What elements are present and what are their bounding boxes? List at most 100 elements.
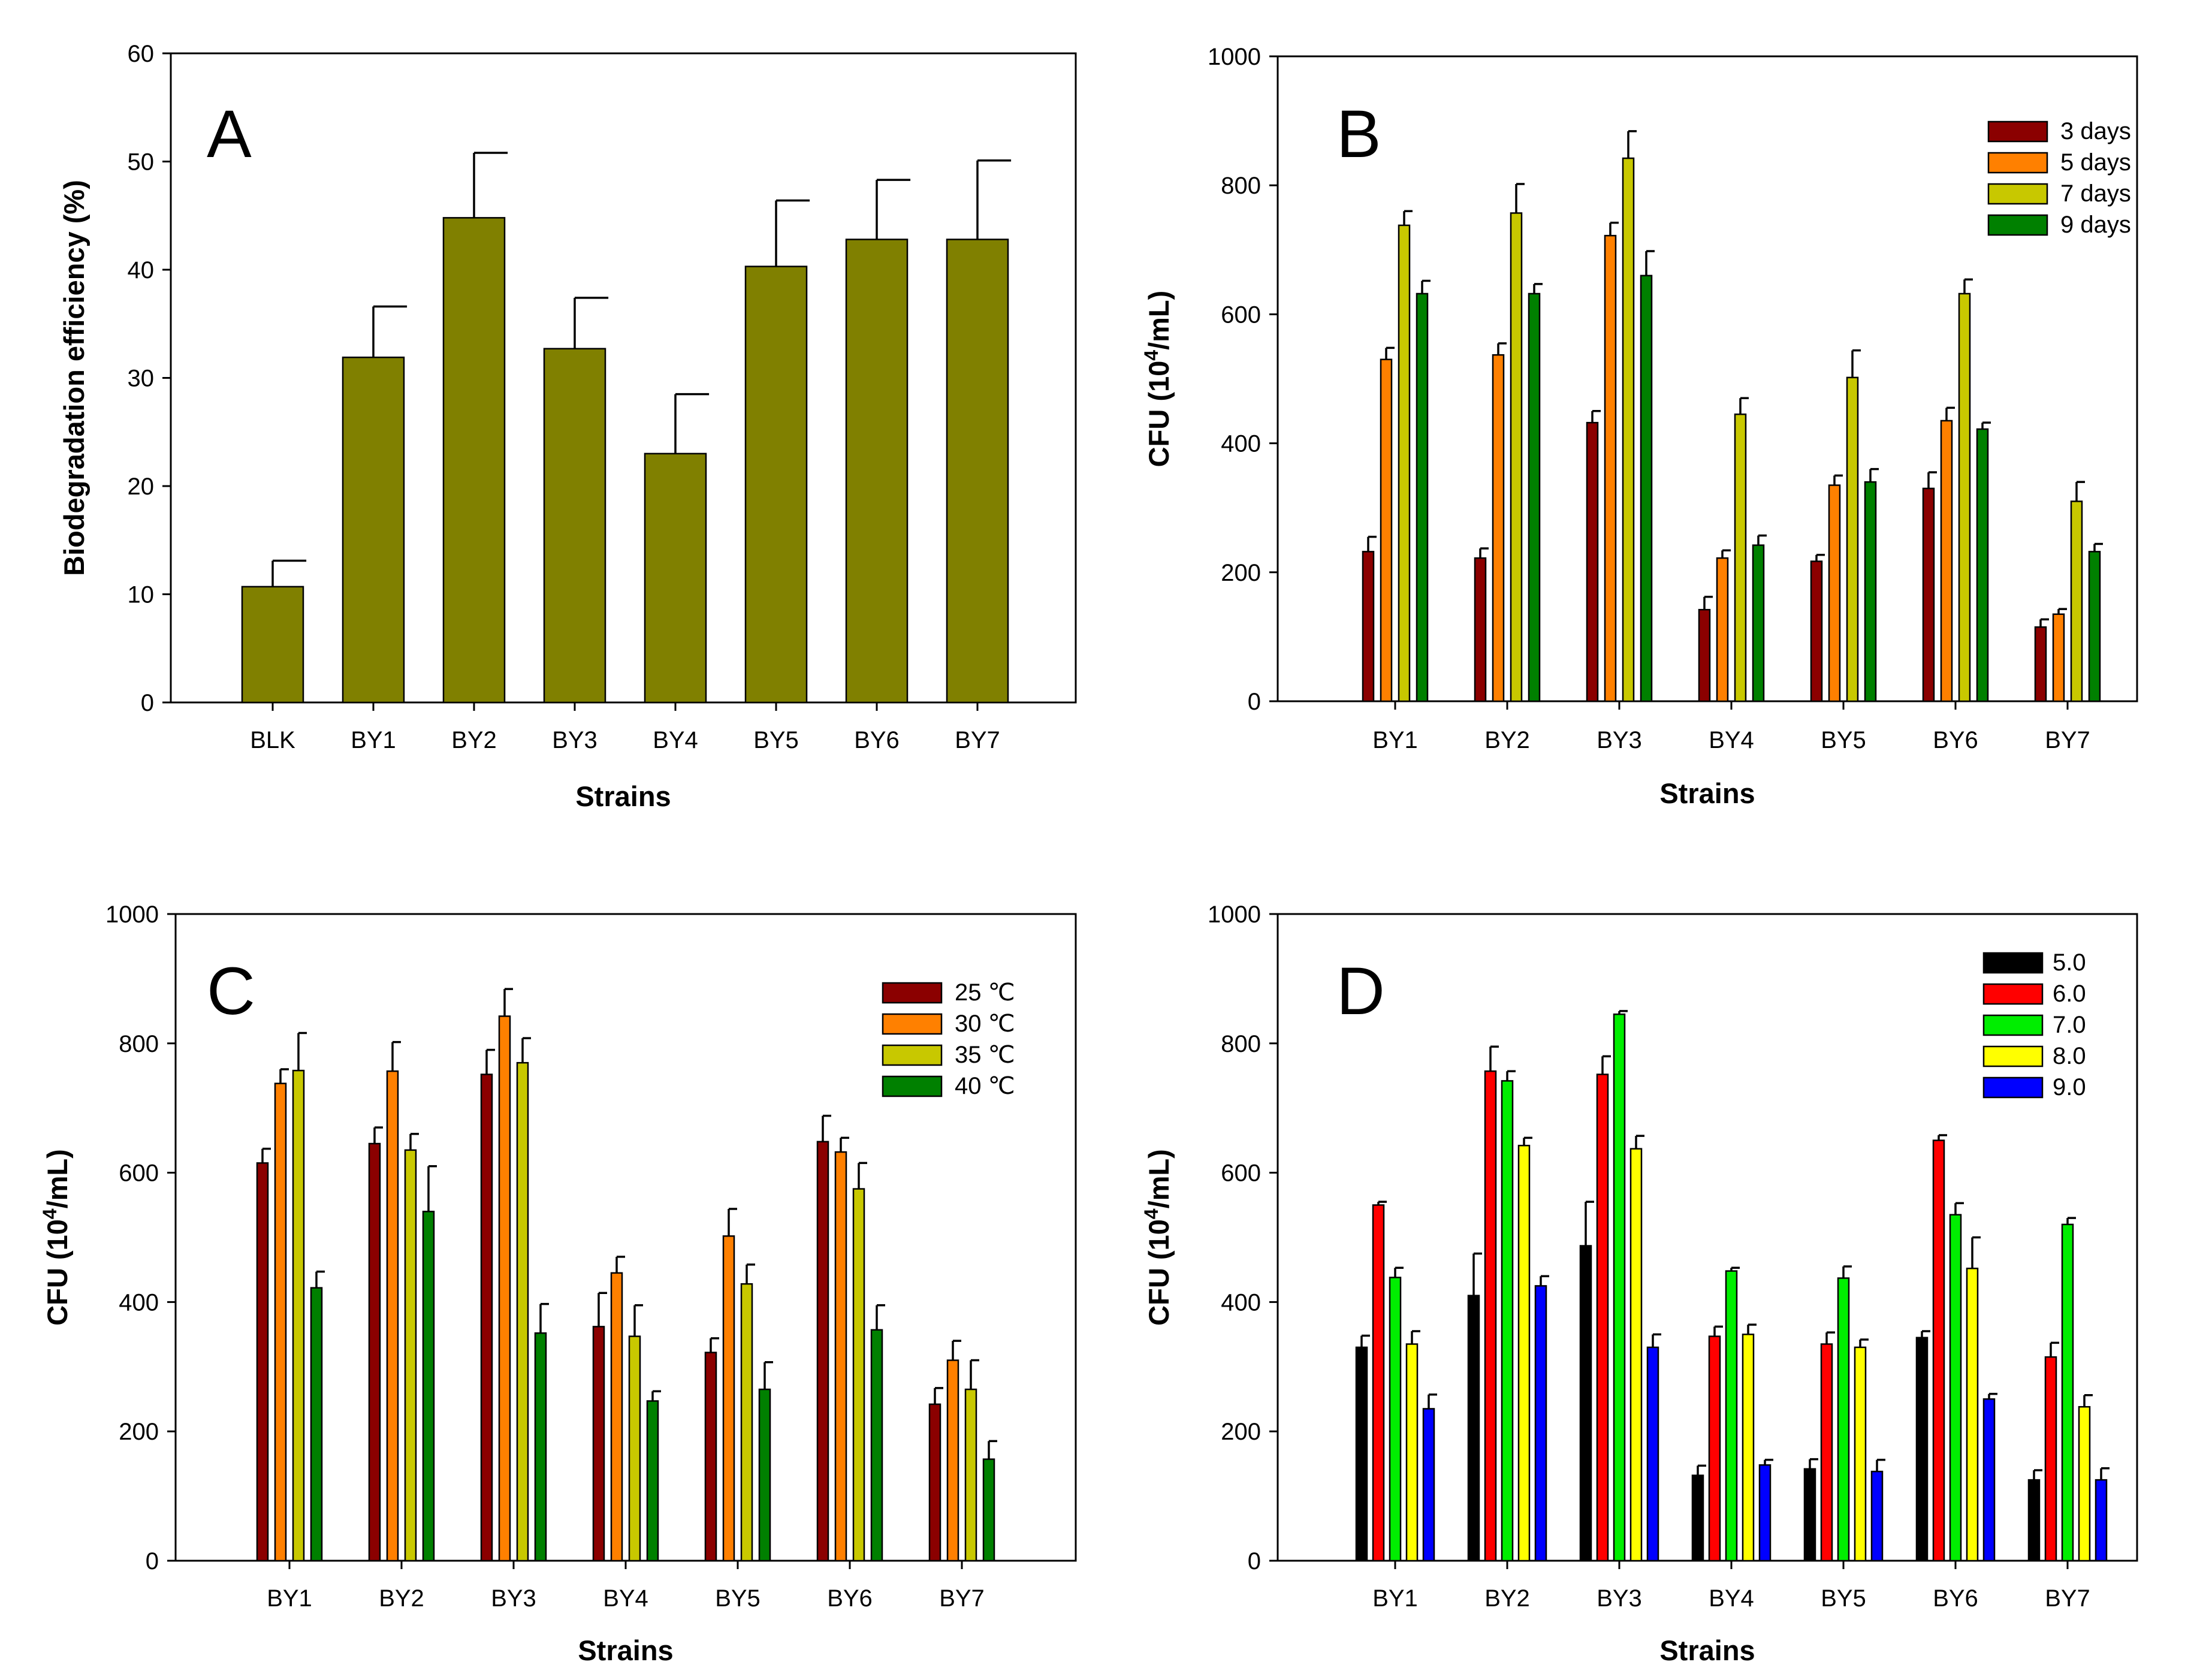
legend-swatch [1987, 183, 2048, 205]
panel-d-x-tick-label: BY1 [1372, 1585, 1418, 1612]
panel-d-error-bar [2066, 1217, 2076, 1224]
panel-d-error-bar [1360, 1334, 1370, 1347]
panel-c-bar [870, 1329, 883, 1562]
panel-c-error-bar [728, 1208, 737, 1236]
panel-a-x-tick-label: BY1 [351, 727, 396, 753]
panel-c-y-tick-label: 600 [119, 1160, 159, 1187]
panel-d-bar [1742, 1334, 1755, 1562]
panel-b-y-tick-label: 200 [1221, 560, 1261, 586]
panel-a-error-bar [372, 305, 408, 358]
panel-b-error-bar [2075, 481, 2085, 502]
panel-c-bar [852, 1188, 865, 1562]
legend-label: 25 ℃ [955, 979, 1015, 1006]
panel-b-bar [1734, 413, 1747, 702]
panel-a-error-bar [574, 297, 609, 349]
panel-a-error-bar [674, 393, 710, 454]
panel-d-bar [1422, 1408, 1435, 1562]
panel-d-error-bar [1764, 1458, 1773, 1465]
panel-a-error-bar [775, 199, 810, 267]
panel-c-x-axis-title: Strains [578, 1634, 673, 1666]
panel-d-error-bar [2083, 1394, 2093, 1407]
panel-a-bar [241, 586, 304, 704]
panel-d-bar [1613, 1013, 1626, 1562]
panel-c-x-tick-label: BY3 [491, 1585, 536, 1612]
legend-label: 5.0 [2053, 949, 2086, 976]
panel-b-x-tick-label: BY4 [1709, 727, 1754, 753]
panel-b-error-bar [1645, 250, 1655, 276]
panel-c-x-tick-label: BY1 [267, 1585, 312, 1612]
panel-d-y-tick-label: 600 [1221, 1160, 1261, 1187]
panel-b-error-bar [1627, 130, 1637, 159]
panel-a-bar [342, 356, 405, 704]
legend-swatch [1982, 952, 2044, 974]
panel-b-error-bar [1739, 397, 1749, 415]
panel-c-bar [946, 1359, 959, 1562]
panel-b-x-tick-label: BY3 [1597, 727, 1642, 753]
panel-d-error-bar [1954, 1202, 1964, 1215]
panel-d-bar [1372, 1204, 1385, 1562]
panel-d-error-bar [1585, 1201, 1594, 1246]
panel-d-x-tick-label: BY7 [2045, 1585, 2090, 1612]
panel-b-error-bar [2093, 542, 2103, 552]
panel-b-error-bar [1945, 406, 1955, 421]
panel-d-x-tick-label: BY5 [1821, 1585, 1866, 1612]
panel-c-bar [740, 1283, 753, 1562]
panel-c-error-bar [373, 1126, 383, 1144]
panel-c-bar [834, 1151, 847, 1562]
panel-a-x-axis-title: Strains [575, 780, 671, 812]
panel-d-letter: D [1336, 954, 1385, 1028]
panel-b-bar [1976, 428, 1989, 702]
panel-c-error-bar [391, 1040, 401, 1072]
panel-d-error-bar [1825, 1331, 1835, 1344]
panel-d-y-tick-label: 800 [1221, 1031, 1261, 1057]
panel-c-bar [928, 1403, 941, 1562]
panel-c-bar [534, 1332, 547, 1562]
legend-label: 30 ℃ [955, 1011, 1015, 1037]
panel-a-x-tick-label: BLK [250, 727, 295, 753]
panel-b-bar [1922, 487, 1935, 702]
panel-d-x-axis-title: Strains [1659, 1634, 1755, 1666]
panel-d-x-tick-label: BY2 [1484, 1585, 1530, 1612]
panel-d-error-bar [1713, 1325, 1723, 1337]
panel-a-bar [442, 217, 506, 704]
panel-d-error-bar [1859, 1338, 1869, 1347]
panel-d-bar [1932, 1139, 1945, 1562]
panel-b-error-bar [1981, 421, 1991, 429]
panel-c-bar [646, 1400, 659, 1562]
panel-c-bar [256, 1162, 269, 1562]
panel-b-error-bar [1609, 221, 1619, 236]
panel-c-error-bar [633, 1304, 643, 1337]
panel-b-error-bar [1927, 471, 1937, 488]
panel-c-x-tick-label: BY4 [603, 1585, 648, 1612]
panel-c-bar [368, 1142, 381, 1562]
panel-b-error-bar [1367, 535, 1377, 552]
panel-a-y-tick-label: 60 [128, 41, 155, 67]
panel-d-bar [1708, 1335, 1721, 1562]
panel-d-bar [1725, 1270, 1738, 1562]
panel-b-bar [1604, 234, 1617, 702]
panel-d-plot-frame [1276, 913, 2138, 1562]
panel-b-bar [1810, 560, 1823, 702]
panel-b-x-tick-label: BY6 [1933, 727, 1978, 753]
panel-d-bar [1467, 1295, 1480, 1562]
legend-swatch [1982, 1014, 2044, 1036]
panel-b-error-bar [1479, 547, 1489, 559]
panel-b-bar [1362, 551, 1375, 702]
panel-a-y-tick-label: 20 [128, 473, 155, 500]
panel-d-bar [1915, 1337, 1929, 1562]
panel-b-x-tick-label: BY1 [1372, 727, 1418, 753]
panel-c-error-bar [485, 1048, 495, 1075]
panel-c-bar [704, 1352, 717, 1562]
panel-d-x-tick-label: BY3 [1597, 1585, 1642, 1612]
panel-d-y-tick-label: 0 [1248, 1548, 1261, 1575]
panel-b-letter: B [1336, 96, 1381, 171]
panel-d-bar [1837, 1277, 1850, 1562]
panel-c-bar [274, 1082, 287, 1562]
panel-c-error-bar [651, 1390, 661, 1401]
panel-b-y-tick-label: 400 [1221, 431, 1261, 457]
panel-b-bar [1828, 484, 1841, 702]
panel-c-error-bar [764, 1361, 773, 1390]
legend-swatch [882, 1013, 943, 1035]
panel-b-bar [1510, 212, 1523, 702]
